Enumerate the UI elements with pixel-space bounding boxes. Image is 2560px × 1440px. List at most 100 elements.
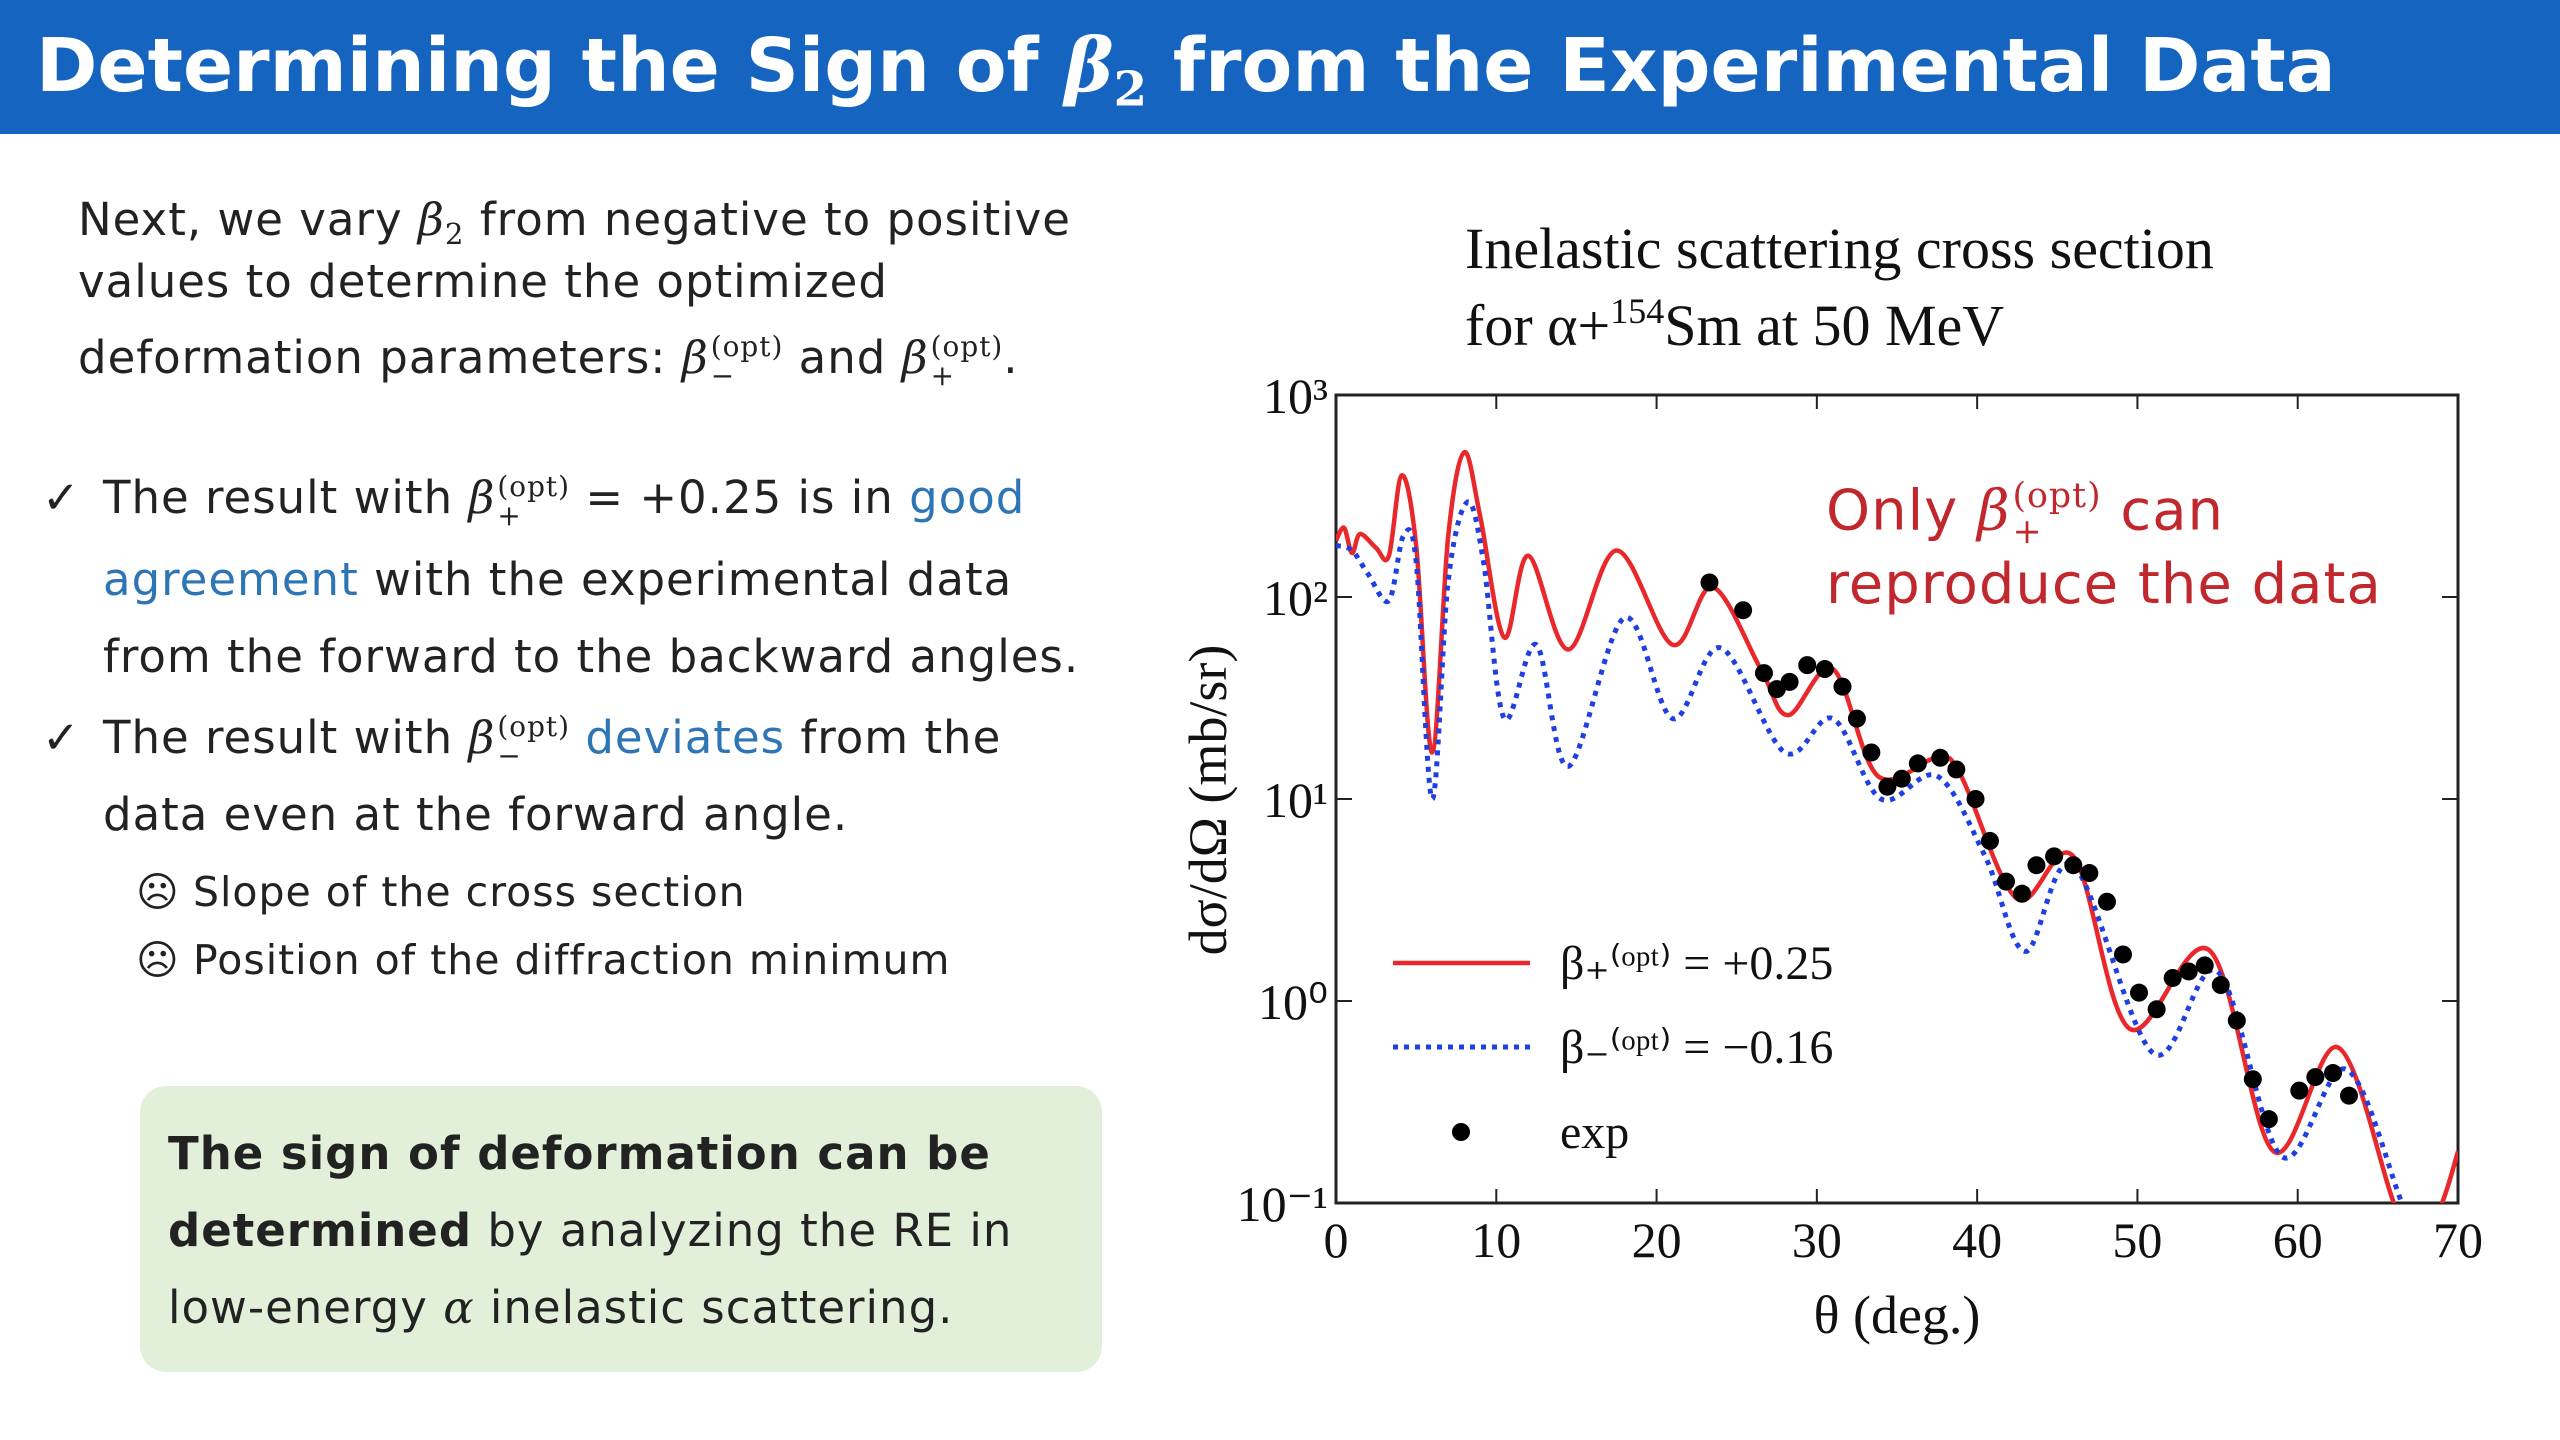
x-tick-label: 0	[1324, 1212, 1349, 1268]
data-point	[1878, 777, 1897, 796]
legend-marker	[1452, 1123, 1470, 1141]
data-point	[1754, 664, 1773, 683]
chart-title: Inelastic scattering cross section	[1465, 216, 2214, 281]
data-point	[1798, 656, 1817, 675]
data-point	[1780, 672, 1799, 691]
subscript: +	[930, 359, 956, 392]
text-run: determined	[168, 1204, 472, 1257]
data-point	[2195, 956, 2214, 975]
text-run: Determining the Sign of	[36, 23, 1065, 109]
y-tick-label: 10¹	[1263, 772, 1328, 828]
text-line: Only β (opt) + can	[1826, 478, 2224, 551]
slide-title: Determining the Sign of β2 from the Expe…	[36, 10, 2336, 145]
y-tick-label: 10⁻¹	[1237, 1176, 1328, 1232]
text-run: β2	[1064, 23, 1147, 117]
superscript: (opt)	[497, 709, 571, 743]
text-run: from the forward to the backward angles.	[103, 630, 1080, 683]
data-point	[2013, 884, 2032, 903]
text-run: reproduce the data	[1826, 552, 2382, 617]
data-point	[2027, 856, 2046, 875]
data-point	[2147, 1000, 2166, 1019]
x-tick-label: 40	[1952, 1212, 2002, 1268]
subtitle-text: Sm at 50 MeV	[1664, 293, 2004, 358]
subscript: +	[2012, 512, 2043, 553]
data-point	[1833, 677, 1852, 696]
data-point	[1862, 743, 1881, 762]
superscript: (opt)	[930, 329, 1004, 363]
text-run: β (opt) +	[468, 469, 571, 530]
text-line: The sign of deformation can be	[168, 1124, 991, 1184]
text-line: from the forward to the backward angles.	[103, 627, 1079, 687]
data-point	[2323, 1064, 2342, 1083]
math-symbol: β	[681, 331, 709, 384]
text-line: agreement with the experimental data	[103, 550, 1012, 610]
text-run: β (opt) −	[468, 711, 570, 770]
text-run: and	[783, 331, 902, 384]
chart-subtitle: for α+154Sm at 50 MeV	[1465, 291, 2004, 358]
text-run: The result with	[103, 471, 469, 524]
text-run: agreement	[103, 553, 359, 606]
x-tick-label: 20	[1632, 1212, 1682, 1268]
sub-bullet-text: Position of the diffraction minimum	[193, 936, 951, 984]
subscript: 2	[1113, 61, 1148, 118]
text-run: with the experimental data	[358, 553, 1013, 606]
text-run: deviates	[570, 711, 786, 764]
math-symbol: β	[1977, 478, 2011, 544]
bullet-marker: ✓	[42, 471, 81, 524]
data-point	[1908, 754, 1927, 773]
data-point	[1931, 748, 1950, 767]
data-point	[2130, 983, 2149, 1002]
text-line: reproduce the data	[1826, 555, 2382, 615]
data-point	[2211, 976, 2230, 995]
data-point	[2114, 945, 2133, 964]
subtitle-superscript: 154	[1610, 291, 1664, 331]
superscript: (opt)	[2012, 476, 2102, 516]
subscript: −	[497, 739, 522, 772]
y-tick-label: 10³	[1263, 368, 1328, 424]
y-axis-label: dσ/dΩ (mb/sr)	[1178, 645, 1238, 956]
x-tick-label: 50	[2112, 1212, 2162, 1268]
data-point	[2163, 968, 2182, 987]
scripts: (opt) −	[497, 709, 571, 772]
data-point	[2227, 1011, 2246, 1030]
y-tick-label: 10²	[1263, 570, 1328, 626]
text-line: data even at the forward angle.	[103, 785, 848, 845]
sub-bullet-marker: ☹	[136, 936, 180, 984]
text-run: α	[443, 1281, 474, 1334]
data-point	[1847, 709, 1866, 728]
data-point	[1815, 660, 1834, 679]
text-run: can	[2101, 478, 2225, 544]
text-run: from the	[785, 711, 1002, 764]
math-symbol: β	[468, 471, 496, 524]
superscript: (opt)	[497, 469, 571, 503]
data-point	[2243, 1070, 2262, 1089]
text-line: determined by analyzing the RE in	[168, 1201, 1012, 1261]
text-line: low-energy α inelastic scattering.	[168, 1278, 953, 1338]
scripts: (opt) −	[711, 331, 784, 390]
data-point	[1966, 790, 1985, 808]
data-point	[1734, 601, 1753, 620]
data-point	[2097, 892, 2116, 911]
text-run: low-energy	[168, 1281, 444, 1334]
text-run: β (opt) +	[1977, 478, 2102, 551]
data-point	[2080, 864, 2099, 883]
text-line: values to determine the optimized	[78, 252, 888, 312]
legend-label: β₋⁽ᵒᵖᵗ⁾ = −0.16	[1560, 1021, 1833, 1074]
subtitle-text: for α+	[1465, 293, 1610, 358]
text-run: deformation parameters:	[78, 331, 682, 384]
x-tick-label: 70	[2433, 1212, 2483, 1268]
scripts: (opt) +	[2012, 478, 2101, 551]
legend-label: β₊⁽ᵒᵖᵗ⁾ = +0.25	[1560, 937, 1833, 990]
subscript: 2	[444, 216, 465, 251]
text-run: β (opt) +	[901, 329, 1004, 390]
data-point	[2306, 1068, 2325, 1087]
math-symbol: β	[1064, 23, 1114, 109]
text-run: β (opt) −	[681, 331, 784, 390]
x-axis-label: θ (deg.)	[1814, 1285, 1981, 1345]
text-run: = +0.25 is in	[570, 471, 910, 524]
math-symbol: β	[468, 711, 496, 764]
x-tick-label: 30	[1792, 1212, 1842, 1268]
math-symbol: β	[901, 331, 929, 384]
text-run: β2	[418, 193, 465, 251]
